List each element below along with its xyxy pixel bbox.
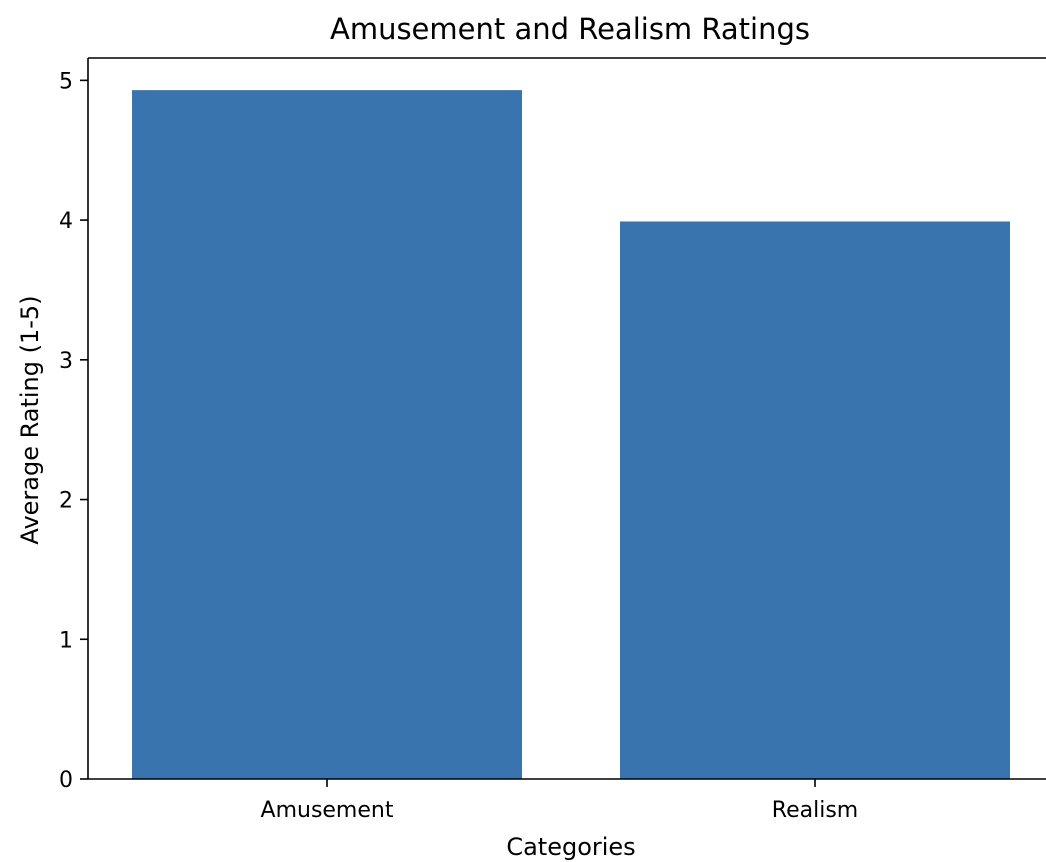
y-axis-label: Average Rating (1-5)	[16, 295, 44, 544]
y-axis-ticks: 0 1 2 3 4 5	[59, 69, 88, 793]
y-tick-label: 4	[59, 209, 73, 234]
x-tick-label: Amusement	[261, 798, 394, 823]
y-tick-label: 1	[59, 628, 73, 653]
y-tick-label: 5	[59, 69, 73, 94]
y-tick-label: 0	[59, 768, 73, 793]
bar-amusement	[132, 90, 522, 780]
bars-group	[132, 90, 1010, 780]
chart-title: Amusement and Realism Ratings	[330, 12, 810, 46]
x-tick-label: Realism	[772, 798, 858, 823]
bar-realism	[620, 221, 1010, 780]
y-tick-label: 2	[59, 489, 73, 514]
x-axis-label: Categories	[506, 833, 635, 861]
y-tick-label: 3	[59, 349, 73, 374]
x-axis-ticks: Amusement Realism	[261, 779, 858, 823]
